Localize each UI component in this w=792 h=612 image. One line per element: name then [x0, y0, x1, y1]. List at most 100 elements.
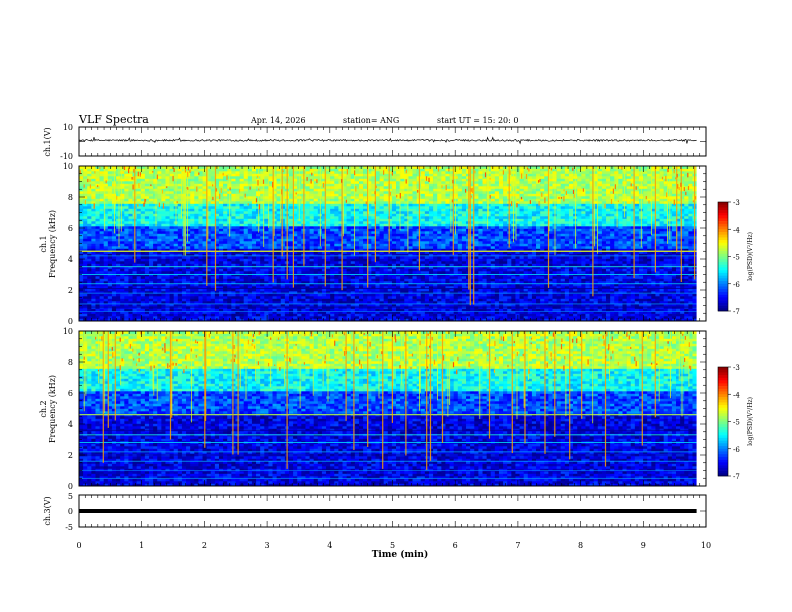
spectrogram-cell	[79, 301, 84, 304]
spectrogram-cell	[128, 241, 133, 244]
spectrogram-cell	[573, 253, 578, 257]
spectrogram-cell	[498, 268, 504, 272]
spectrogram-cell	[544, 303, 549, 307]
spectrogram-cell	[560, 291, 566, 294]
spectrogram-cell	[87, 271, 92, 274]
spectrogram-cell	[638, 271, 644, 274]
spectrogram-cell	[527, 241, 533, 244]
spectrogram-cell	[482, 316, 487, 319]
spectrogram-cell	[206, 281, 212, 284]
spectrogram-cell	[317, 293, 323, 297]
spectrogram-cell	[692, 293, 697, 297]
spectrogram-cell	[408, 301, 413, 304]
spectrogram-cell	[531, 298, 537, 302]
spectrogram-cell	[140, 293, 146, 297]
spectrogram-cell	[87, 256, 92, 259]
spectrogram-cell	[626, 271, 632, 274]
spectrogram-cell	[507, 313, 512, 317]
spectrogram-cell	[671, 253, 677, 257]
spectrogram-cell	[412, 268, 417, 272]
spectrogram-cell	[276, 263, 282, 267]
spectrogram-cell	[99, 248, 105, 252]
spectrogram-cell	[313, 251, 319, 254]
spectrogram-cell	[186, 268, 191, 272]
spectrogram-cell	[428, 251, 434, 254]
spectrogram-cell	[95, 251, 100, 254]
spectrogram-cell	[523, 278, 529, 282]
spectrogram-cell	[651, 263, 656, 267]
spectrogram-cell	[177, 258, 183, 262]
spectrogram-cell	[647, 293, 652, 297]
spectrogram-cell	[107, 301, 113, 304]
spectrogram-cell	[264, 303, 269, 307]
spectrogram-cell	[552, 283, 557, 287]
spectrogram-cell	[334, 298, 339, 302]
spectrogram-cell	[198, 313, 203, 317]
spectrogram-cell	[396, 296, 401, 299]
spectrogram-cell	[498, 291, 504, 294]
spectrogram-cell	[548, 266, 553, 269]
spectrogram-cell	[309, 301, 314, 304]
spectrogram-cell	[659, 256, 664, 259]
spectrogram-cell	[305, 318, 310, 322]
spectrogram-cell	[552, 316, 557, 319]
spectrogram-cell	[527, 268, 533, 272]
spectrogram-cell	[95, 313, 100, 317]
spectrogram-cell	[132, 318, 137, 322]
spectrogram-cell	[177, 268, 183, 272]
spectrogram-cell	[601, 288, 607, 292]
spectrogram-cell	[268, 258, 273, 262]
spectrogram-cell	[116, 303, 121, 307]
spectrogram-cell	[260, 263, 265, 267]
spectrogram-cell	[198, 258, 203, 262]
spectrogram-cell	[375, 241, 380, 244]
spectrogram-cell	[589, 283, 594, 287]
spectrogram-cell	[597, 268, 603, 272]
spectrogram-cell	[457, 283, 463, 287]
spectrogram-cell	[157, 301, 162, 304]
spectrogram-cell	[194, 266, 199, 269]
spectrogram-cell	[597, 283, 603, 287]
spectrogram-cell	[490, 288, 496, 292]
spectrogram-cell	[420, 268, 426, 272]
spectrogram-cell	[601, 246, 607, 249]
spectrogram-cell	[305, 246, 310, 249]
spectrogram-cell	[161, 246, 166, 249]
spectrogram-cell	[453, 241, 459, 244]
spectrogram-cell	[235, 246, 240, 249]
spectrogram-cell	[387, 271, 393, 274]
spectrogram-cell	[548, 316, 553, 319]
spectrogram-cell	[280, 253, 286, 257]
spectrogram-cell	[128, 251, 133, 254]
spectrogram-cell	[239, 311, 244, 314]
spectrogram-cell	[247, 281, 253, 284]
spectrogram-cell	[643, 246, 648, 249]
spectrogram-cell	[218, 286, 224, 289]
spectrogram-cell	[400, 271, 405, 274]
spectrogram-cell	[297, 301, 302, 304]
spectrogram-cell	[564, 281, 570, 284]
spectrogram-cell	[99, 313, 105, 317]
spectrogram-cell	[375, 278, 380, 282]
spectrogram-cell	[433, 293, 438, 297]
spectrogram-cell	[630, 258, 636, 262]
spectrogram-cell	[680, 303, 685, 307]
spectrogram-cell	[91, 291, 96, 294]
spectrogram-cell	[379, 291, 384, 294]
spectrogram-cell	[338, 318, 343, 322]
spectrogram-cell	[498, 258, 504, 262]
spectrogram-cell	[140, 248, 146, 252]
spectrogram-cell	[330, 253, 335, 257]
spectrogram-cell	[585, 303, 590, 307]
spectrogram-cell	[634, 313, 640, 317]
spectrogram-cell	[433, 261, 438, 264]
spectrogram-cell	[626, 268, 632, 272]
spectrogram-cell	[379, 263, 384, 267]
spectrogram-cell	[247, 266, 253, 269]
spectrogram-cell	[153, 258, 158, 262]
spectrogram-cell	[540, 298, 545, 302]
spectrogram-cell	[264, 308, 269, 312]
spectrogram-cell	[334, 281, 339, 284]
spectrogram-cell	[260, 278, 265, 282]
spectrogram-cell	[206, 283, 212, 287]
